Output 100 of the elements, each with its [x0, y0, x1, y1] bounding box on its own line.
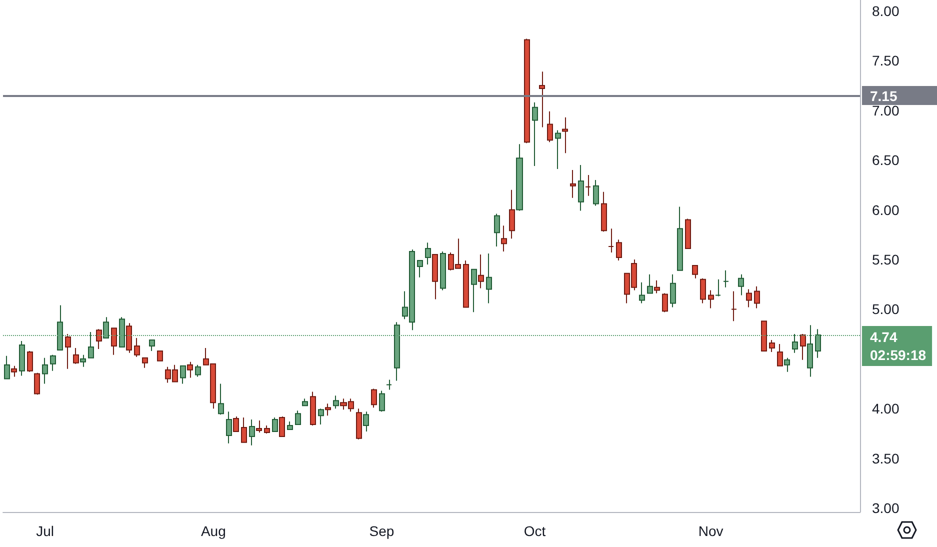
candlestick	[769, 340, 775, 352]
candlestick	[34, 372, 40, 396]
candlestick	[532, 102, 538, 167]
candlestick	[463, 260, 469, 308]
y-tick-label: 6.00	[872, 202, 900, 218]
candlestick	[777, 343, 783, 366]
candlestick	[103, 316, 109, 339]
candlestick	[616, 239, 622, 261]
candlestick	[50, 354, 56, 372]
candlestick	[608, 228, 614, 254]
y-tick-label: 5.00	[872, 301, 900, 318]
y-tick-label: 7.00	[872, 102, 900, 118]
candlestick	[65, 334, 71, 370]
y-tick-label: 3.00	[872, 500, 900, 516]
candlestick	[746, 288, 752, 308]
y-tick-label: 7.50	[872, 52, 900, 69]
candlestick	[356, 408, 362, 440]
candlestick	[601, 191, 607, 232]
candlestick	[715, 278, 721, 297]
candlestick	[394, 322, 400, 382]
x-tick-label: Sep	[369, 523, 394, 539]
candlestick	[738, 274, 744, 296]
candlestick	[249, 419, 255, 446]
candlestick	[547, 110, 553, 143]
candlestick	[256, 420, 262, 433]
candlestick	[815, 328, 821, 358]
candlestick	[486, 253, 492, 304]
candlestick	[784, 357, 790, 372]
x-tick-label: Aug	[200, 523, 226, 539]
candlestick	[509, 189, 515, 240]
candlestick	[440, 251, 446, 291]
candlestick	[73, 347, 79, 364]
candlestick	[295, 410, 301, 426]
text: 02:59:18	[870, 347, 926, 364]
candlestick	[4, 355, 10, 380]
candlestick	[432, 254, 438, 300]
candlestick	[126, 322, 132, 354]
candlestick	[539, 71, 545, 128]
candlestick	[318, 408, 324, 426]
candlestick	[19, 340, 25, 376]
candlestick	[80, 354, 86, 368]
candlestick	[494, 213, 500, 248]
candlestick	[562, 116, 568, 154]
candlestick	[363, 411, 369, 432]
candlestick	[677, 206, 683, 271]
candlestick	[149, 340, 155, 352]
candlestick	[685, 218, 691, 250]
candlestick	[272, 417, 278, 432]
candlestick	[157, 350, 163, 362]
y-tick-label: 6.50	[872, 152, 900, 168]
candlestick	[524, 38, 530, 144]
candlestick	[639, 282, 645, 304]
candlestick	[478, 254, 484, 289]
candlestick	[647, 274, 653, 294]
candlestick	[142, 357, 148, 368]
candlestick	[302, 398, 308, 406]
ref-line-label: 7.15	[870, 88, 898, 104]
candlestick	[662, 292, 668, 313]
x-tick-label: Oct	[524, 523, 546, 539]
candlestick	[134, 338, 140, 358]
candlestick	[386, 379, 392, 390]
y-tick-label: 5.50	[872, 251, 900, 268]
candlestick	[731, 290, 737, 322]
candlestick	[279, 416, 285, 437]
ref-line-label: 4.74	[870, 329, 898, 346]
candlestick	[218, 383, 224, 416]
candlestick	[11, 365, 17, 378]
candlestick	[585, 174, 591, 196]
candlestick	[692, 264, 698, 279]
candlestick	[501, 225, 507, 252]
candlestick	[371, 388, 377, 408]
candlestick	[379, 390, 385, 412]
x-tick-label: Jul	[36, 523, 54, 539]
candlestick	[310, 391, 316, 426]
candlestick	[807, 324, 813, 378]
candlestick	[654, 280, 660, 294]
candlestick	[700, 278, 706, 304]
candlestick	[471, 268, 477, 313]
candlestick	[187, 361, 193, 378]
x-tick-label: Nov	[698, 523, 724, 539]
candlestick	[555, 130, 561, 170]
candlestick	[761, 320, 767, 352]
candlestick	[42, 357, 48, 384]
candlestick	[578, 164, 584, 212]
candlestick	[417, 260, 423, 278]
candlestick	[226, 411, 232, 444]
candlestick	[325, 403, 331, 416]
candlestick	[425, 242, 431, 265]
candlestick	[670, 274, 676, 308]
candlestick	[96, 328, 102, 350]
candlestick	[88, 332, 94, 358]
candlestick	[754, 286, 760, 309]
y-tick-label: 4.00	[872, 400, 900, 417]
candlestick	[119, 316, 125, 348]
candlestick	[180, 365, 186, 384]
candlestick	[27, 350, 33, 372]
candlestick	[593, 179, 599, 206]
candlestick	[516, 144, 523, 212]
candlestick	[195, 364, 201, 378]
y-tick-label: 8.00	[872, 2, 900, 19]
